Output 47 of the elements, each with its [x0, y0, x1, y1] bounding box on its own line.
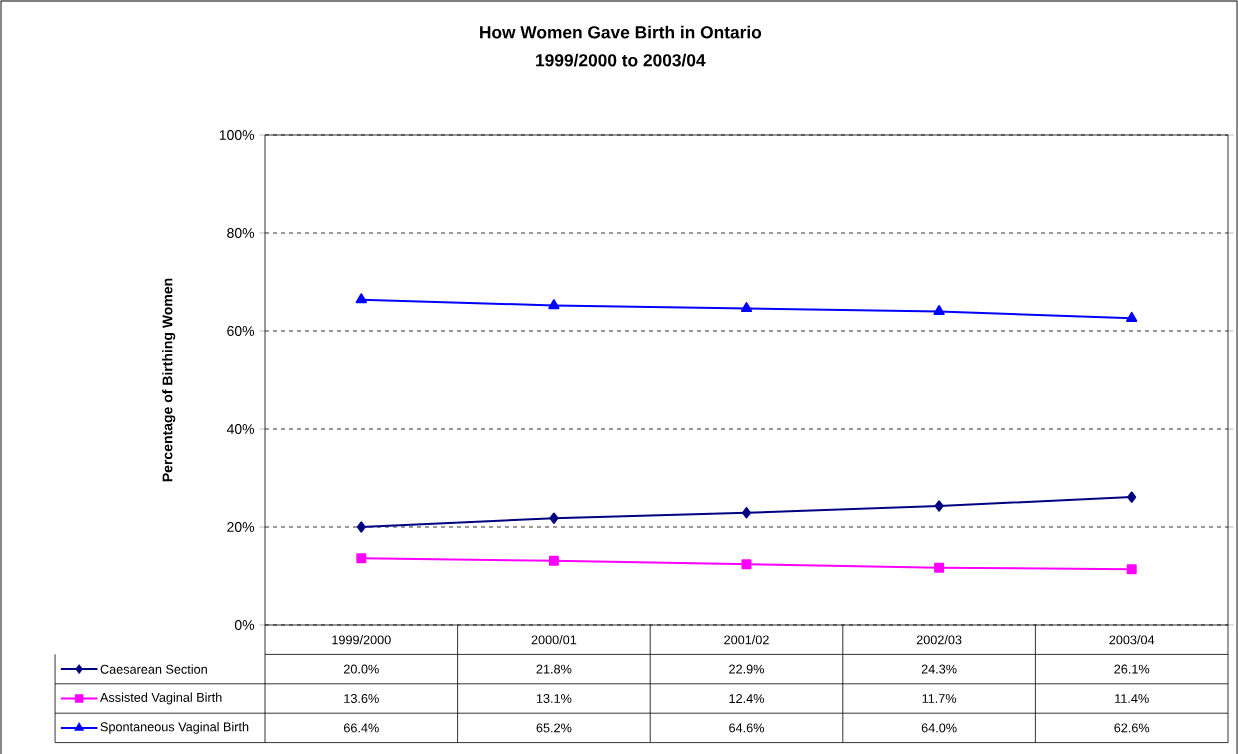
data-label: 20.0%: [343, 664, 379, 674]
point: [934, 562, 945, 573]
point: [740, 302, 753, 313]
point: [549, 512, 559, 524]
point: [355, 293, 367, 304]
point: [742, 507, 752, 519]
point: [741, 559, 752, 570]
y-tick-label: 0%: [234, 620, 255, 630]
data-label: 62.6%: [1114, 723, 1150, 733]
data-label: 21.8%: [536, 664, 572, 674]
chart-title: How Women Gave Birth in Ontario: [480, 25, 762, 39]
data-label: 13.1%: [536, 694, 572, 703]
legend-label: Caesarean Section: [100, 664, 207, 674]
data-label: 12.4%: [729, 694, 765, 703]
data-label: 66.4%: [343, 723, 379, 733]
y-tick-label: 20%: [227, 522, 255, 532]
point: [934, 500, 944, 512]
legend-label: Assisted Vaginal Birth: [100, 692, 222, 705]
data-label: 11.4%: [1115, 694, 1149, 703]
y-tick-label: 80%: [227, 228, 255, 238]
chart-subtitle: 1999/2000 to 2003/04: [536, 53, 706, 67]
data-label: 64.6%: [729, 723, 765, 733]
x-tick-label: 2002/03: [916, 635, 962, 645]
point: [356, 553, 367, 564]
y-tick-label: 100%: [219, 130, 255, 140]
y-axis-title: Percentage of Birthing Women: [162, 278, 176, 482]
data-label: 24.3%: [921, 664, 957, 674]
data-label: 22.9%: [729, 664, 765, 674]
y-tick-label: 60%: [227, 326, 255, 336]
point: [548, 299, 560, 310]
data-label: 11.7%: [922, 694, 957, 703]
data-label: 65.2%: [536, 723, 572, 733]
point: [933, 305, 945, 316]
y-tick-label: 40%: [226, 424, 255, 434]
point: [1126, 564, 1137, 575]
legend-label: Spontaneous Vaginal Birth: [100, 721, 249, 734]
data-label: 26.1%: [1114, 664, 1150, 674]
x-tick-label: 2000/01: [531, 635, 577, 645]
data-label: 13.6%: [344, 694, 379, 703]
point: [1126, 311, 1138, 322]
x-tick-label: 1999/2000: [332, 635, 391, 645]
x-tick-label: 2003/04: [1109, 635, 1155, 645]
point: [1127, 491, 1137, 503]
point: [548, 555, 559, 566]
x-tick-label: 2001/02: [724, 635, 769, 645]
data-label: 64.0%: [921, 723, 957, 733]
point: [356, 521, 366, 533]
